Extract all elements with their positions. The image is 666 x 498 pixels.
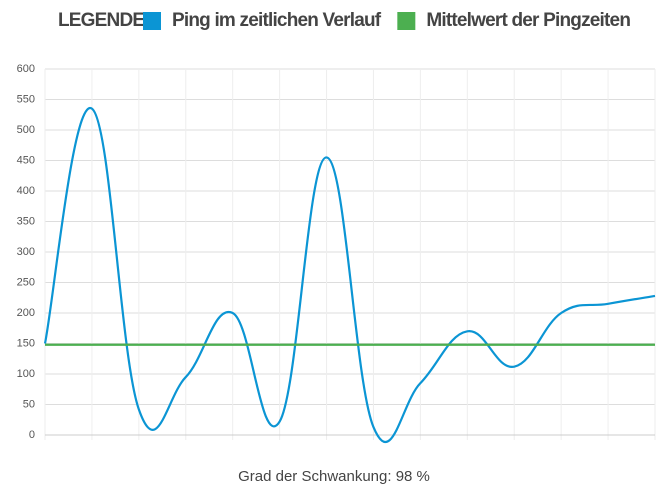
y-tick-label: 200: [17, 307, 35, 319]
legend-swatch: [397, 12, 416, 30]
y-tick-label: 300: [17, 246, 35, 258]
legend-swatch: [143, 12, 161, 30]
note: Grad der Schwankung: 98 %: [238, 468, 430, 485]
y-tick-label: 0: [29, 429, 35, 441]
legend-label: Ping im zeitlichen Verlauf: [172, 10, 382, 31]
legend-label: Mittelwert der Pingzeiten: [426, 10, 630, 31]
y-tick-label: 100: [17, 368, 35, 380]
y-tick-label: 600: [17, 63, 35, 75]
y-tick-label: 350: [17, 215, 35, 227]
y-tick-label: 450: [17, 154, 35, 166]
y-tick-label: 50: [23, 398, 35, 410]
y-tick-label: 150: [17, 337, 35, 349]
y-tick-label: 550: [17, 93, 35, 105]
series-line: [43, 107, 656, 444]
y-tick-label: 250: [17, 276, 35, 288]
y-tick-label: 400: [17, 185, 35, 197]
legend-title: LEGENDE:: [58, 10, 150, 31]
y-tick-label: 500: [17, 124, 35, 136]
